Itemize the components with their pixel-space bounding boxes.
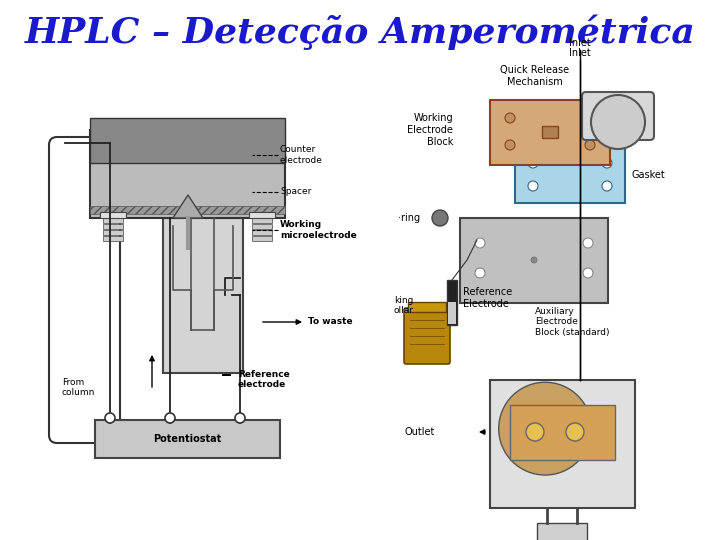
Bar	[90, 206, 285, 214]
Text: Auxiliary
Electrode
Block (standard): Auxiliary Electrode Block (standard)	[535, 307, 610, 337]
Text: To waste: To waste	[308, 318, 353, 327]
Bar	[100, 212, 126, 218]
Bar	[90, 130, 285, 218]
Polygon shape	[173, 195, 203, 218]
Text: Working
microelectrode: Working microelectrode	[280, 220, 356, 240]
Bar	[448, 302, 456, 324]
Circle shape	[165, 413, 175, 423]
Text: Spacer: Spacer	[280, 187, 311, 197]
Text: Gasket: Gasket	[632, 170, 666, 180]
Circle shape	[585, 113, 595, 123]
Bar	[249, 212, 275, 218]
Circle shape	[583, 238, 593, 248]
Circle shape	[475, 238, 485, 248]
Bar	[542, 126, 558, 138]
Bar	[515, 148, 625, 203]
Circle shape	[526, 423, 544, 441]
FancyBboxPatch shape	[582, 92, 654, 140]
Circle shape	[531, 257, 537, 263]
Bar	[218, 295, 232, 370]
Bar	[537, 523, 587, 540]
Bar	[222, 367, 231, 376]
Bar	[103, 224, 123, 229]
Text: Potentiostat: Potentiostat	[153, 434, 222, 444]
Text: Outlet: Outlet	[405, 427, 435, 437]
Text: Working
Electrode
Block: Working Electrode Block	[407, 113, 453, 146]
Circle shape	[602, 158, 612, 168]
Text: From
column: From column	[62, 378, 95, 397]
Circle shape	[528, 181, 538, 191]
Circle shape	[528, 158, 538, 168]
Circle shape	[566, 423, 584, 441]
FancyBboxPatch shape	[460, 218, 608, 303]
Circle shape	[585, 140, 595, 150]
Text: king
ollar: king ollar	[394, 296, 414, 315]
Bar	[490, 380, 635, 508]
Text: Quick Release
Mechanism: Quick Release Mechanism	[500, 65, 570, 86]
Circle shape	[583, 268, 593, 278]
Bar	[408, 302, 446, 312]
Circle shape	[499, 382, 592, 475]
Circle shape	[432, 210, 448, 226]
Bar	[90, 118, 285, 163]
Bar	[510, 405, 615, 460]
Bar	[252, 236, 272, 241]
Circle shape	[235, 413, 245, 423]
Circle shape	[105, 413, 115, 423]
Circle shape	[475, 268, 485, 278]
Text: ·ring: ·ring	[398, 213, 420, 223]
Bar	[252, 230, 272, 235]
Circle shape	[505, 113, 515, 123]
Circle shape	[505, 140, 515, 150]
Bar	[447, 280, 457, 325]
Circle shape	[591, 95, 645, 149]
Text: Inlet: Inlet	[569, 38, 591, 48]
Bar	[103, 230, 123, 235]
Bar	[103, 218, 123, 223]
Bar	[103, 236, 123, 241]
Text: Reference
Electrode: Reference Electrode	[463, 287, 512, 309]
Bar	[490, 100, 610, 165]
Text: Counter
electrode: Counter electrode	[280, 145, 323, 165]
Bar	[252, 218, 272, 223]
Bar	[163, 218, 243, 373]
Text: Inlet: Inlet	[569, 48, 591, 58]
Bar	[252, 224, 272, 229]
Bar	[95, 420, 280, 458]
FancyBboxPatch shape	[404, 308, 450, 364]
Text: HPLC – Detecção Amperométrica: HPLC – Detecção Amperométrica	[24, 14, 696, 50]
Circle shape	[602, 181, 612, 191]
Text: Reference
electrode: Reference electrode	[238, 370, 289, 389]
